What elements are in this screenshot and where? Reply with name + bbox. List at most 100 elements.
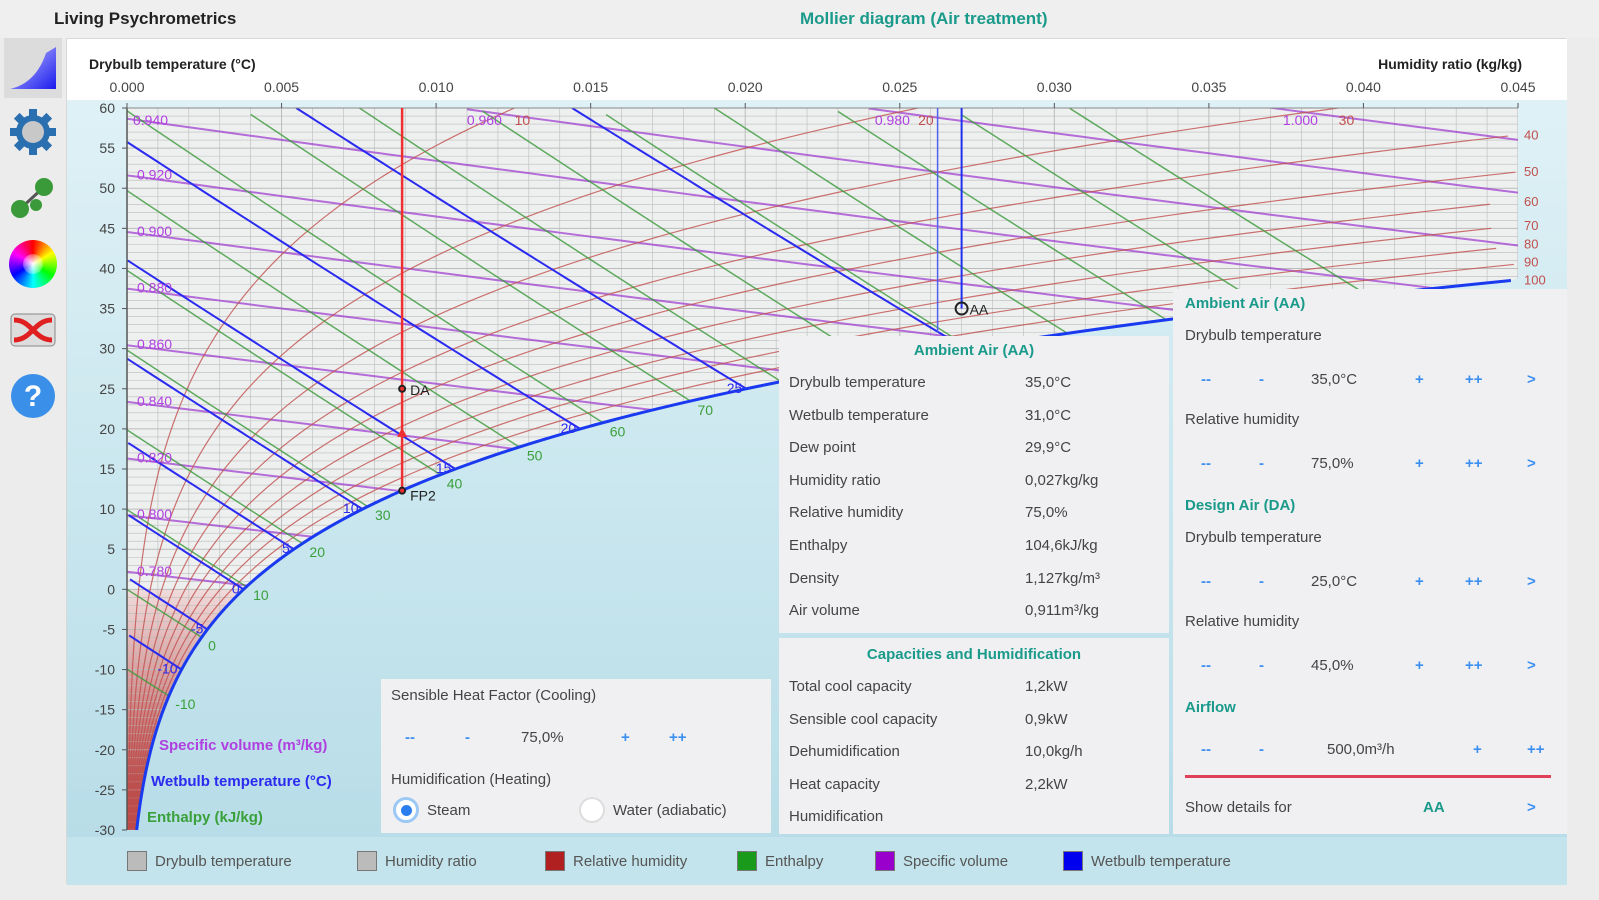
help-icon: ? (11, 374, 55, 418)
sidebar-item-help[interactable]: ? (4, 366, 62, 426)
relative-humidity-label: 20 (918, 112, 934, 128)
y-tick-label: 0 (107, 581, 115, 597)
aa-rh-next-button[interactable]: > (1527, 455, 1536, 472)
aa-drybulb-increase-button[interactable]: + (1415, 371, 1424, 388)
sidebar-item-chart[interactable] (4, 38, 62, 98)
aa-rh-increase-large-button[interactable]: ++ (1465, 455, 1483, 472)
da-rh-decrease-large-button[interactable]: -- (1201, 657, 1211, 674)
row-label: Enthalpy (789, 537, 848, 554)
legend-label: Relative humidity (573, 852, 688, 870)
specific-volume-label: 0.880 (137, 280, 172, 296)
gear-icon (8, 107, 58, 157)
shf-increase-large-button[interactable]: ++ (669, 729, 687, 746)
enthalpy-label: 70 (697, 402, 713, 418)
legend-item[interactable]: Drybulb temperature (127, 851, 292, 871)
relative-humidity-label: 50 (1524, 164, 1538, 179)
sidebar-item-compare[interactable] (4, 300, 62, 360)
row-label: Dehumidification (789, 743, 900, 761)
table-row: Dehumidification 10,0kg/h (789, 743, 1159, 765)
water-adiabatic-radio[interactable] (579, 797, 605, 823)
airflow-decrease-button[interactable]: - (1259, 741, 1264, 758)
ambient-air-info-panel: Ambient Air (AA) Drybulb temperature 35,0… (779, 336, 1169, 633)
da-drybulb-value: 25,0°C (1311, 573, 1358, 590)
state-point-aa (954, 301, 969, 316)
sidebar-item-colors[interactable] (4, 234, 62, 294)
y-tick-label: -10 (95, 662, 115, 678)
y-tick-label: 10 (99, 501, 115, 517)
details-value[interactable]: AA (1423, 799, 1445, 816)
da-rh-decrease-button[interactable]: - (1259, 657, 1264, 674)
aa-rh-decrease-button[interactable]: - (1259, 455, 1264, 472)
state-point-da (398, 384, 407, 393)
legend-item[interactable]: Wetbulb temperature (1063, 851, 1231, 871)
shf-value: 75,0% (521, 729, 564, 746)
shf-decrease-large-button[interactable]: -- (405, 729, 415, 746)
relative-humidity-line (133, 227, 1492, 830)
y-tick-label: 55 (99, 140, 115, 156)
aa-drybulb-increase-large-button[interactable]: ++ (1465, 371, 1483, 388)
da-drybulb-increase-button[interactable]: + (1415, 573, 1424, 590)
airflow-decrease-large-button[interactable]: -- (1201, 741, 1211, 758)
sidebar-item-connections[interactable] (4, 168, 62, 228)
legend-label: Specific volume (903, 852, 1009, 870)
specific-volume-label: 0.780 (137, 563, 172, 579)
da-drybulb-decrease-button[interactable]: - (1259, 573, 1264, 590)
relative-humidity-label: 60 (1524, 194, 1538, 209)
aa-drybulb-value: 35,0°C (1311, 371, 1358, 388)
aa-rh-label: Relative humidity (1185, 411, 1300, 428)
relative-humidity-line (132, 203, 1491, 830)
relative-humidity-label: 10 (515, 112, 531, 128)
aa-drybulb-decrease-button[interactable]: - (1259, 371, 1264, 388)
da-rh-increase-button[interactable]: + (1415, 657, 1424, 674)
wetbulb-line (295, 108, 747, 390)
y-tick-label: -30 (95, 822, 115, 838)
aa-drybulb-next-button[interactable]: > (1527, 371, 1536, 388)
y-tick-label: 35 (99, 301, 115, 317)
da-drybulb-decrease-large-button[interactable]: -- (1201, 573, 1211, 590)
x-tick-label: 0.010 (419, 79, 454, 95)
da-rh-next-button[interactable]: > (1527, 657, 1536, 674)
aa-rh-decrease-large-button[interactable]: -- (1201, 455, 1211, 472)
legend-item[interactable]: Relative humidity (545, 851, 687, 871)
row-label: Relative humidity (789, 504, 904, 522)
relative-humidity-line (130, 135, 1508, 830)
enthalpy-label: 50 (527, 448, 543, 464)
specific-volume-label: 0.980 (875, 112, 910, 128)
legend-item[interactable]: Humidity ratio (357, 851, 477, 871)
y-tick-label: 60 (99, 100, 115, 116)
enthalpy-label: 20 (309, 544, 325, 560)
sidebar: ? (0, 38, 66, 438)
title-bar: Living Psychrometrics Mollier diagram (A… (0, 0, 1599, 38)
y-tick-label: -5 (103, 621, 116, 637)
shf-decrease-button[interactable]: - (465, 729, 470, 746)
y-tick-label: 20 (99, 421, 115, 437)
row-label: Density (789, 569, 840, 587)
row-label: Humidity ratio (789, 471, 881, 489)
y-tick-label: 45 (99, 220, 115, 236)
da-drybulb-increase-large-button[interactable]: ++ (1465, 573, 1483, 590)
sidebar-item-settings[interactable] (4, 102, 62, 162)
shf-increase-button[interactable]: + (621, 729, 630, 746)
da-rh-increase-large-button[interactable]: ++ (1465, 657, 1483, 674)
row-value: 0,911m³/kg (1025, 602, 1099, 620)
table-row: Total cool capacity 1,2kW (789, 678, 1159, 700)
controls-panel: Ambient Air (AA) Drybulb temperature -- … (1173, 289, 1567, 834)
wetbulb-line (129, 578, 208, 631)
legend-item[interactable]: Enthalpy (737, 851, 823, 871)
wetbulb-label: 15 (436, 460, 452, 476)
enthalpy-label: -10 (175, 696, 195, 712)
table-row: Heat capacity 2,2kW (789, 776, 1159, 798)
da-drybulb-next-button[interactable]: > (1527, 573, 1536, 590)
x-tick-label: 0.035 (1191, 79, 1226, 95)
legend-item[interactable]: Specific volume (875, 851, 1008, 871)
airflow-increase-large-button[interactable]: ++ (1527, 741, 1545, 758)
table-row: Sensible cool capacity 0,9kW (789, 711, 1159, 733)
row-value: 29,9°C (1025, 439, 1072, 457)
aa-drybulb-decrease-large-button[interactable]: -- (1201, 371, 1211, 388)
airflow-increase-button[interactable]: + (1473, 741, 1482, 758)
steam-radio[interactable] (393, 797, 419, 823)
aa-rh-increase-button[interactable]: + (1415, 455, 1424, 472)
info-title: Ambient Air (AA) (913, 342, 1035, 359)
table-row: Enthalpy 104,6kJ/kg (789, 537, 1159, 559)
details-next-button[interactable]: > (1527, 799, 1536, 816)
